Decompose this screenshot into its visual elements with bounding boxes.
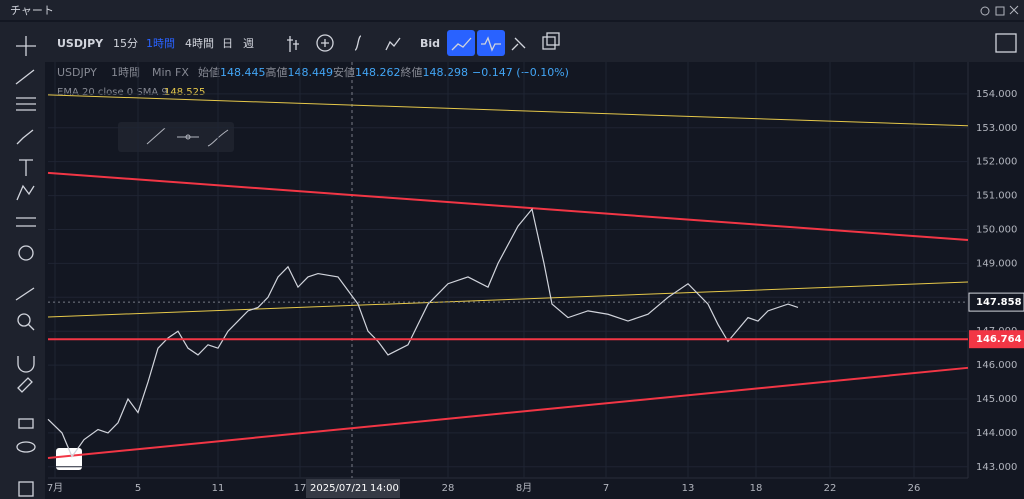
x-tick-label: 5	[135, 483, 141, 494]
ohlc-value: 148.262	[355, 66, 401, 79]
x-tick-label: 11	[212, 483, 225, 494]
interval-button[interactable]: 週	[243, 37, 254, 50]
ohlc-value: 148.445	[220, 66, 266, 79]
x-tick-label: 13	[682, 483, 695, 494]
interval-button[interactable]: 日	[222, 37, 233, 50]
x-tick-label: 7月	[47, 482, 63, 494]
hline-label: 146.764	[976, 334, 1022, 345]
ohlc-change: −0.147 (−0.10%)	[472, 66, 569, 79]
y-tick-label: 145.000	[976, 394, 1017, 405]
x-tick-label: 18	[750, 483, 763, 494]
legend-symbol: USDJPY	[57, 66, 97, 79]
last-price-bg	[968, 292, 1024, 312]
x-tick-label: 7	[603, 483, 609, 494]
interval-button[interactable]: 1時間	[146, 37, 175, 50]
crosshair-time: 14:00	[370, 483, 399, 494]
toolbar-symbol[interactable]: USDJPY	[57, 37, 104, 50]
window-title: チャート	[10, 4, 54, 17]
hline-label-bg	[969, 330, 1024, 349]
y-tick-label: 149.000	[976, 258, 1017, 269]
x-tick-label: 26	[908, 483, 921, 494]
indicator-value: 148.525	[164, 87, 205, 98]
interval-button[interactable]: 15分	[113, 37, 138, 50]
y-tick-label: 146.000	[976, 360, 1017, 371]
y-tick-label: 154.000	[976, 89, 1017, 100]
ohlc-label: 高値	[266, 65, 288, 79]
title-bar	[0, 0, 1024, 20]
price-axis	[968, 62, 1024, 499]
price-line	[47, 207, 799, 458]
indicator-button[interactable]	[477, 30, 505, 56]
trend-line	[47, 281, 969, 318]
y-tick-label: 144.000	[976, 428, 1017, 439]
indicator-name: EMA 20 close 0 SMA 9	[57, 87, 168, 98]
drawing-palette	[118, 122, 234, 152]
y-tick-label: 150.000	[976, 224, 1017, 235]
trend-line	[47, 366, 969, 459]
y-tick-label: 151.000	[976, 191, 1017, 202]
y-tick-label: 153.000	[976, 123, 1017, 134]
trend-line	[47, 94, 969, 127]
ohlc-label: 始値	[198, 65, 220, 79]
x-tick-label: 17	[294, 483, 307, 494]
interval-button[interactable]: 4時間	[185, 37, 214, 50]
last-price-label: 147.858	[976, 297, 1022, 308]
x-tick-label: 8月	[516, 482, 532, 494]
trend-line	[47, 171, 969, 241]
price-source[interactable]: Bid	[420, 37, 440, 50]
ohlc-label: 終値	[401, 65, 423, 79]
legend-source: Min FX	[152, 66, 189, 79]
y-tick-label: 143.000	[976, 462, 1017, 473]
x-tick-label: 28	[442, 483, 455, 494]
window-icons	[980, 5, 1019, 16]
y-tick-label: 152.000	[976, 157, 1017, 168]
toolbar-icons	[15, 32, 1017, 497]
ohlc-label: 安値	[333, 65, 355, 79]
x-tick-label: 22	[824, 483, 837, 494]
ohlc-value: 148.449	[288, 66, 334, 79]
palette-icons	[146, 127, 229, 147]
legend-interval: 1時間	[111, 66, 140, 79]
ohlc-value: 148.298	[423, 66, 469, 79]
legend-ohlc: 始値148.445高値148.449安値148.262終値148.298 −0.1…	[198, 65, 569, 79]
crosshair-date: 2025/07/21	[310, 483, 368, 494]
chart	[47, 62, 969, 478]
crosshair-label-bg	[306, 479, 400, 498]
logo	[56, 448, 82, 470]
line-tool-button[interactable]	[447, 30, 475, 56]
top-toolbar	[0, 22, 1024, 62]
